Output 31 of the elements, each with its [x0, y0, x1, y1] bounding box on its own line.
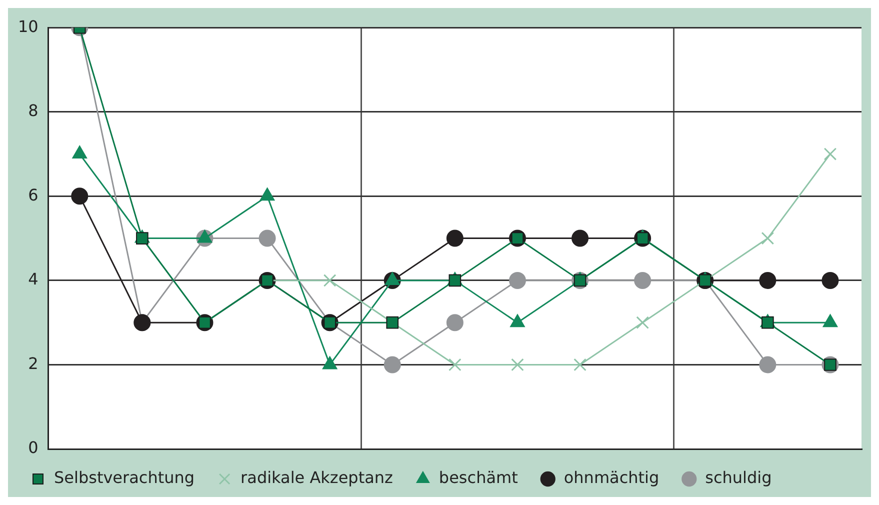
legend-label: ohnmächtig: [564, 468, 660, 488]
point: [384, 356, 401, 374]
y-tick-label: 6: [28, 185, 38, 204]
point: [446, 230, 464, 247]
y-tick-label: 8: [28, 101, 38, 120]
legend-label: schuldig: [705, 468, 772, 488]
legend-label: radikale Akzeptanz: [240, 468, 393, 488]
point: [71, 188, 88, 205]
point: [448, 274, 462, 287]
y-tick-label: 10: [18, 16, 38, 36]
legend-label: Selbstverachtung: [54, 468, 195, 488]
point: [323, 274, 336, 287]
point: [759, 272, 776, 289]
point: [634, 272, 652, 289]
point: [761, 232, 774, 245]
point: [759, 356, 776, 374]
y-tick-label: 4: [28, 270, 38, 289]
point: [636, 316, 649, 329]
point: [572, 230, 589, 247]
point: [762, 316, 774, 329]
point: [822, 272, 839, 289]
point: [258, 230, 276, 247]
legend-label: beschämt: [438, 468, 518, 488]
y-tick-label: 0: [28, 438, 38, 458]
point: [446, 314, 464, 332]
point: [448, 358, 462, 372]
y-tick-label: 2: [28, 354, 38, 373]
point: [511, 358, 524, 372]
point: [824, 148, 837, 160]
point: [508, 272, 526, 289]
point: [574, 358, 586, 372]
